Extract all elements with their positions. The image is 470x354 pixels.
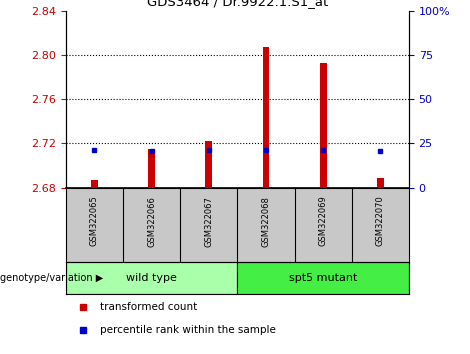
Text: genotype/variation ▶: genotype/variation ▶ bbox=[0, 273, 103, 283]
Bar bbox=[377, 178, 384, 188]
Text: spt5 mutant: spt5 mutant bbox=[289, 273, 357, 283]
Text: GSM322067: GSM322067 bbox=[204, 196, 213, 246]
Bar bbox=[205, 141, 212, 188]
Title: GDS3464 / Dr.9922.1.S1_at: GDS3464 / Dr.9922.1.S1_at bbox=[147, 0, 328, 8]
Bar bbox=[320, 63, 327, 188]
Text: wild type: wild type bbox=[126, 273, 177, 283]
Bar bbox=[148, 149, 155, 188]
Text: GSM322070: GSM322070 bbox=[376, 196, 385, 246]
Bar bbox=[91, 180, 98, 188]
Text: GSM322068: GSM322068 bbox=[261, 196, 270, 246]
Bar bbox=[66, 262, 237, 294]
Text: transformed count: transformed count bbox=[100, 302, 197, 312]
Text: GSM322065: GSM322065 bbox=[90, 196, 99, 246]
Bar bbox=[263, 47, 269, 188]
Text: GSM322069: GSM322069 bbox=[319, 196, 328, 246]
Text: GSM322066: GSM322066 bbox=[147, 196, 156, 246]
Text: percentile rank within the sample: percentile rank within the sample bbox=[100, 325, 276, 335]
Bar bbox=[237, 262, 409, 294]
